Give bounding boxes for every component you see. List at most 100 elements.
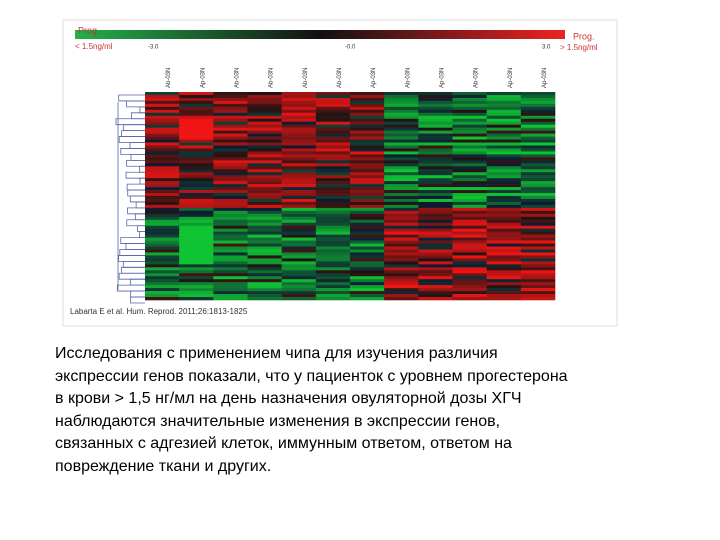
heatmap-cell xyxy=(486,222,522,227)
heatmap-cell xyxy=(520,133,556,137)
heatmap-cell xyxy=(213,282,248,286)
heatmap-cell xyxy=(486,237,522,241)
heatmap-cell xyxy=(350,163,385,167)
column-label: Ap-03N xyxy=(439,68,445,88)
heatmap-cell xyxy=(213,187,248,191)
heatmap-cell xyxy=(315,267,351,271)
heatmap-cell xyxy=(486,100,522,105)
heatmap-cell xyxy=(452,201,487,206)
heatmap-cell xyxy=(213,294,248,298)
heatmap-cell xyxy=(350,124,385,128)
heatmap-cell xyxy=(315,207,351,212)
heatmap-cell xyxy=(281,231,317,235)
heatmap-cell xyxy=(486,252,522,256)
heatmap-cell xyxy=(418,261,453,265)
heatmap-cell xyxy=(486,187,522,191)
heatmap-cell xyxy=(179,160,214,164)
heatmap-cell xyxy=(486,115,522,120)
heatmap-cell xyxy=(145,225,180,229)
heatmap-cell xyxy=(452,160,487,164)
heatmap-cell xyxy=(179,267,214,271)
heatmap-cell xyxy=(315,106,351,111)
heatmap-cell xyxy=(520,145,556,149)
heatmap-cell xyxy=(520,243,556,247)
heatmap-cell xyxy=(418,127,453,131)
heatmap-cell xyxy=(486,297,522,301)
heatmap-cell xyxy=(247,282,282,286)
heatmap-cell xyxy=(520,258,556,262)
heatmap-cell xyxy=(418,219,453,224)
heatmap-cell xyxy=(281,297,317,301)
heatmap-cell xyxy=(418,112,453,117)
heatmap-cell xyxy=(179,97,214,102)
text-line: в крови > 1,5 нг/мл на день назначения о… xyxy=(55,390,522,407)
heatmap-cell xyxy=(179,124,214,128)
heatmap-cell xyxy=(281,157,317,161)
heatmap-cell xyxy=(315,175,351,179)
heatmap-cell xyxy=(520,222,556,227)
heatmap-cell xyxy=(452,213,487,218)
heatmap-cell xyxy=(213,127,248,131)
heatmap-cell xyxy=(486,243,522,247)
heatmap-cell xyxy=(315,151,351,155)
heatmap-cell xyxy=(213,109,248,114)
heatmap-cell xyxy=(452,175,487,179)
heatmap-cell xyxy=(179,112,214,117)
heatmap-cell xyxy=(315,213,351,218)
column-label: Ap-03N xyxy=(508,68,514,88)
heatmap-cell xyxy=(315,193,351,197)
heatmap-cell xyxy=(281,264,317,268)
heatmap-cell xyxy=(350,237,385,241)
heatmap-cell xyxy=(213,255,248,259)
heatmap-cell xyxy=(350,234,385,238)
heatmap-cell xyxy=(281,175,317,179)
heatmap-cell xyxy=(213,115,248,120)
heatmap-cell xyxy=(213,240,248,244)
heatmap-cell xyxy=(145,207,180,212)
heatmap-cell xyxy=(315,103,351,108)
heatmap-cell xyxy=(452,207,487,212)
heatmap-cell xyxy=(247,288,282,292)
heatmap-cell xyxy=(384,207,419,212)
heatmap-cell xyxy=(247,240,282,244)
heatmap-cell xyxy=(384,175,419,179)
heatmap-cell xyxy=(486,145,522,149)
heatmap-cell xyxy=(520,249,556,253)
heatmap-cell xyxy=(384,94,419,99)
heatmap-cell xyxy=(350,210,385,215)
heatmap-cell xyxy=(213,118,248,123)
column-label: Ab-03N xyxy=(166,68,172,88)
heatmap-cell xyxy=(281,198,317,203)
heatmap-cell xyxy=(281,252,317,256)
heatmap-cell xyxy=(520,181,556,185)
heatmap-cell xyxy=(520,219,556,224)
heatmap-cell xyxy=(179,133,214,137)
heatmap-cell xyxy=(384,213,419,218)
heatmap-cell xyxy=(213,100,248,105)
heatmap-cell xyxy=(247,246,282,250)
heatmap-cell xyxy=(145,231,180,235)
heatmap-cell xyxy=(486,258,522,262)
heatmap-cell xyxy=(520,252,556,256)
heatmap-cell xyxy=(179,92,214,96)
heatmap-cell xyxy=(350,172,385,176)
heatmap-cell xyxy=(281,92,317,96)
heatmap-cell xyxy=(350,207,385,212)
heatmap-cell xyxy=(486,178,522,182)
heatmap-cell xyxy=(520,151,556,155)
heatmap-cell xyxy=(213,279,248,283)
heatmap-cell xyxy=(281,136,317,140)
heatmap-cell xyxy=(520,142,556,146)
heatmap-cell xyxy=(350,190,385,194)
heatmap-cell xyxy=(350,127,385,131)
heatmap-cell xyxy=(418,240,453,244)
heatmap-cell xyxy=(384,136,419,140)
heatmap-cell xyxy=(350,193,385,197)
heatmap-cell xyxy=(315,154,351,158)
heatmap-cell xyxy=(486,198,522,203)
heatmap-cell xyxy=(384,201,419,206)
heatmap-cell xyxy=(384,118,419,123)
heatmap-cell xyxy=(350,276,385,280)
heatmap-cell xyxy=(315,136,351,140)
heatmap-cell xyxy=(179,273,214,277)
